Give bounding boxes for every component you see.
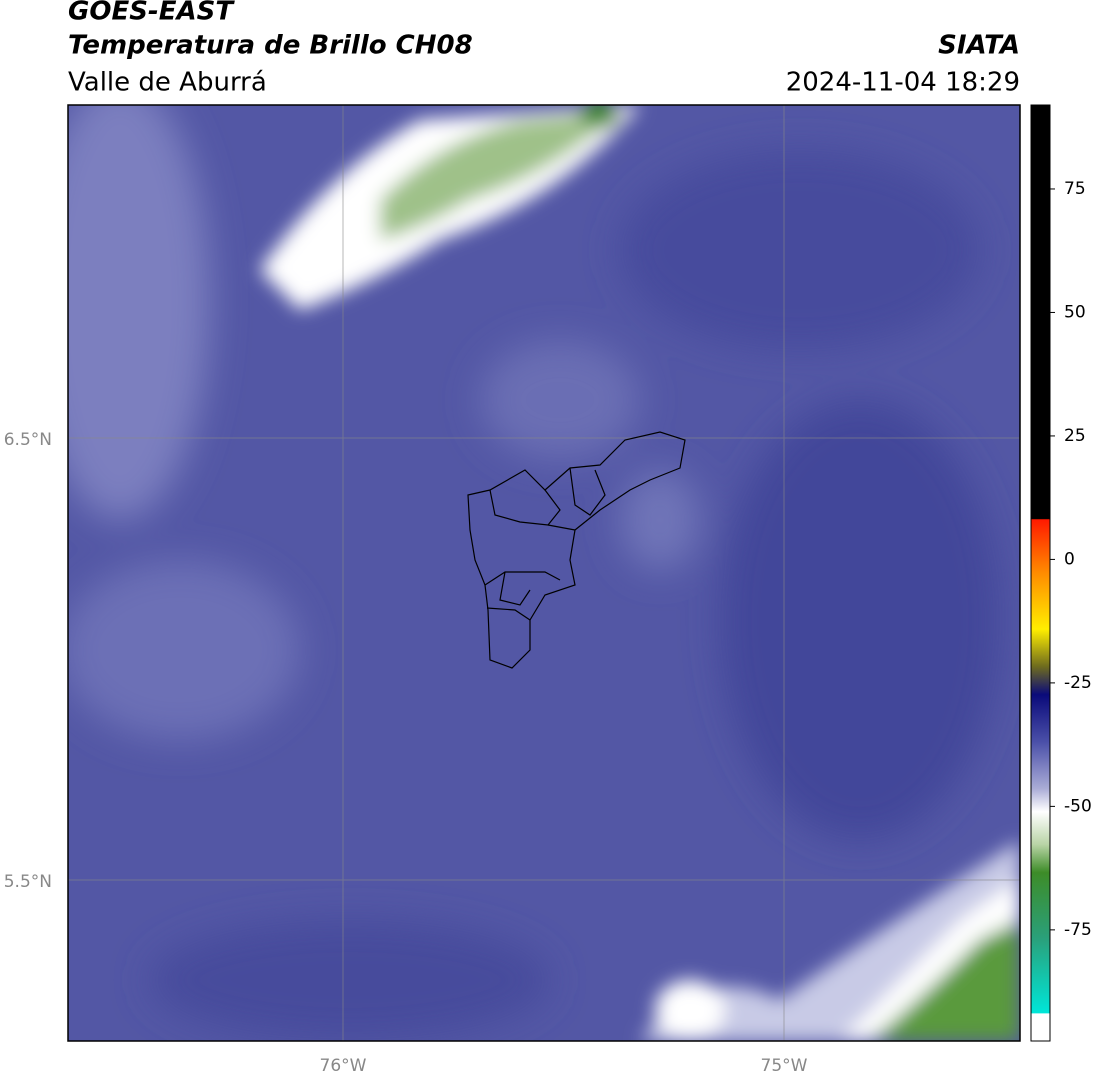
lat-label: 5.5°N: [4, 872, 52, 892]
colorbar-tick-label: -75: [1064, 920, 1092, 940]
region: Valle de Aburrá: [68, 68, 267, 98]
municipal-boundaries: [467, 431, 686, 669]
lon-label: 75°W: [761, 1056, 808, 1076]
colorbar-tick-label: -25: [1064, 673, 1092, 693]
colorbar: [1030, 104, 1051, 1042]
organization: SIATA: [938, 31, 1020, 61]
lat-label: 6.5°N: [4, 430, 52, 450]
colorbar-tick-label: 50: [1064, 302, 1086, 322]
lon-label: 76°W: [320, 1056, 367, 1076]
colorbar-tick-label: 75: [1064, 179, 1086, 199]
satellite-image: [68, 105, 1020, 1041]
colorbar-tick-label: -50: [1064, 796, 1092, 816]
title: GOES-EAST: [68, 0, 235, 27]
subtitle: Temperatura de Brillo CH08: [68, 31, 473, 61]
colorbar-tick-label: 25: [1064, 426, 1086, 446]
datetime: 2024-11-04 18:29: [786, 68, 1020, 98]
map-frame: [67, 104, 1021, 1042]
colorbar-tick-label: 0: [1064, 549, 1075, 569]
